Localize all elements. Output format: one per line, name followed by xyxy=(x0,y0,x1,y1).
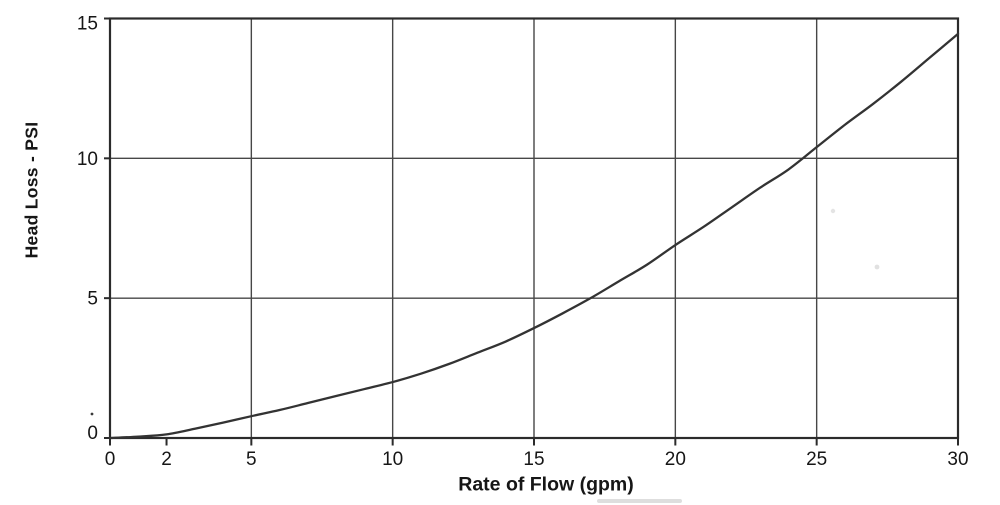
x-tick-label: 25 xyxy=(806,449,827,470)
scan-speck xyxy=(90,412,94,416)
scan-speck xyxy=(830,208,836,214)
y-tick-label: 15 xyxy=(77,14,98,35)
scan-streak xyxy=(597,499,682,503)
y-axis-title: Head Loss - PSI xyxy=(21,121,42,259)
x-axis-title: Rate of Flow (gpm) xyxy=(458,473,634,496)
x-tick-label: 20 xyxy=(665,449,686,470)
head-loss-curve xyxy=(108,32,960,440)
x-tick-label: 5 xyxy=(246,449,257,470)
x-tick-label: 2 xyxy=(161,449,172,470)
x-tick-label: 10 xyxy=(382,449,403,470)
y-tick-label: 10 xyxy=(77,149,98,170)
x-tick-label: 30 xyxy=(947,449,968,470)
x-tick-label: 0 xyxy=(105,449,116,470)
scan-speck xyxy=(874,264,880,270)
y-tick-label: 0 xyxy=(87,423,98,444)
y-tick-label: 5 xyxy=(87,289,98,310)
x-tick-label: 15 xyxy=(523,449,544,470)
